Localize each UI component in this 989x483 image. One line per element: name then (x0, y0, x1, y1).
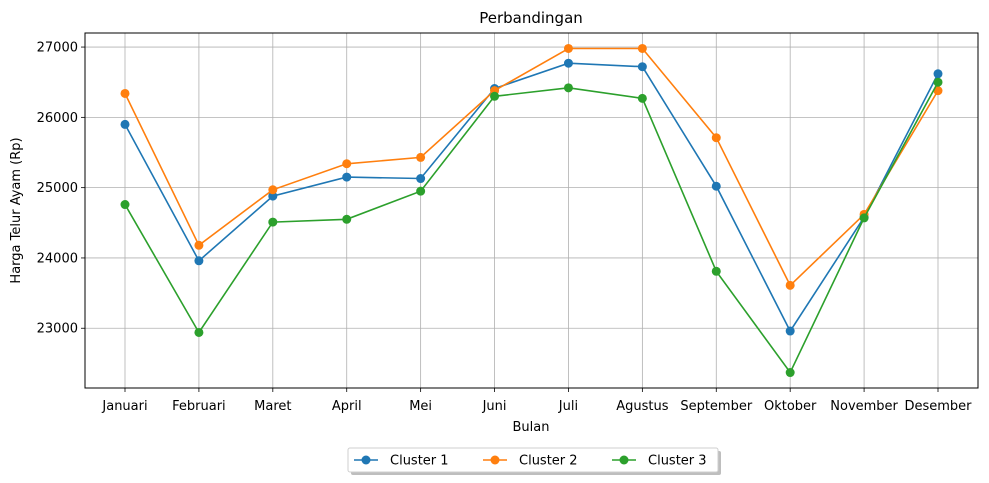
data-point (342, 159, 352, 169)
data-point (637, 62, 647, 72)
legend-marker (619, 455, 629, 465)
legend-label: Cluster 2 (519, 454, 578, 469)
series-1 (120, 58, 943, 336)
data-point (194, 327, 204, 337)
y-tick-label: 26000 (37, 111, 78, 126)
legend-label: Cluster 3 (648, 454, 707, 469)
data-point (859, 213, 869, 223)
data-point (416, 152, 426, 162)
data-point (933, 69, 943, 79)
series-line (124, 47, 939, 287)
data-point (563, 58, 573, 68)
series-2 (120, 43, 943, 290)
x-tick-label: Januari (101, 399, 147, 414)
x-tick-label: September (680, 399, 753, 414)
data-point (194, 256, 204, 266)
legend-marker (490, 455, 500, 465)
y-axis: 23000 24000 25000 26000 27000 (37, 41, 85, 337)
y-tick-label: 27000 (37, 41, 78, 56)
y-tick-label: 23000 (37, 322, 78, 337)
x-axis: Januari Februari Maret April Mei Juni Juli Agus… (101, 388, 972, 414)
x-axis-label: Bulan (513, 420, 550, 435)
x-tick-label: Maret (254, 399, 291, 414)
y-tick-label: 25000 (37, 181, 78, 196)
data-point (268, 185, 278, 195)
data-point (637, 93, 647, 103)
data-point (120, 119, 130, 129)
legend: Cluster 1 Cluster 2 Cluster 3 (347, 447, 721, 475)
data-point (490, 91, 500, 101)
x-tick-label: Juni (482, 399, 507, 414)
x-tick-label: Juli (558, 399, 578, 414)
data-point (563, 43, 573, 53)
data-point (711, 181, 721, 191)
data-point (342, 214, 352, 224)
series-line (124, 62, 939, 333)
legend-entry: Cluster 3 (612, 454, 707, 469)
data-point (933, 77, 943, 87)
y-axis-label: Harga Telur Ayam (Rp) (9, 137, 24, 283)
legend-label: Cluster 1 (390, 454, 449, 469)
grid-lines (85, 33, 978, 388)
data-point (342, 172, 352, 182)
x-tick-label: Mei (409, 399, 432, 414)
data-point (194, 240, 204, 250)
y-tick-label: 24000 (37, 251, 78, 266)
series-layer (120, 43, 943, 378)
series-3 (120, 77, 943, 378)
legend-entry: Cluster 2 (483, 454, 578, 469)
data-point (563, 83, 573, 93)
x-tick-label: November (830, 399, 898, 414)
data-point (785, 326, 795, 336)
data-point (711, 266, 721, 276)
data-point (416, 174, 426, 184)
data-point (785, 368, 795, 378)
legend-entry: Cluster 1 (354, 454, 449, 469)
x-tick-label: April (332, 399, 362, 414)
data-point (268, 191, 278, 201)
legend-box (347, 447, 719, 473)
x-tick-label: Desember (904, 399, 972, 414)
data-point (120, 88, 130, 98)
x-tick-label: Agustus (616, 399, 668, 414)
chart-title: Perbandingan (479, 9, 583, 27)
series-line (124, 81, 939, 375)
x-tick-label: Februari (172, 399, 226, 414)
legend-marker (361, 455, 371, 465)
data-point (416, 186, 426, 196)
data-point (120, 200, 130, 210)
data-point (268, 217, 278, 227)
data-point (785, 280, 795, 290)
x-tick-label: Oktober (764, 399, 817, 414)
plot-frame (84, 32, 979, 389)
data-point (637, 43, 647, 53)
data-point (711, 133, 721, 143)
data-point (933, 86, 943, 96)
